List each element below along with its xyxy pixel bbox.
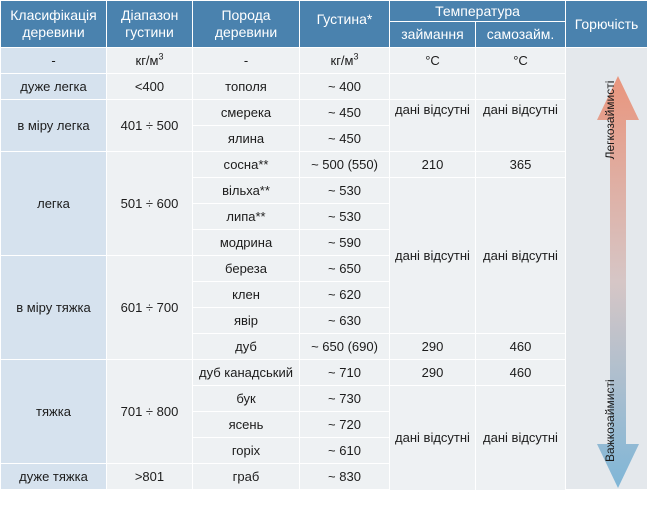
units-row: - кг/м3 - кг/м3 °C °C (0, 47, 647, 490)
table-row: клен ~ 620 (1, 281, 647, 308)
unit-density: кг/м3 (299, 47, 390, 74)
class-range: 601 ÷ 700 (106, 255, 193, 360)
species-density: ~ 650 (690) (299, 333, 390, 360)
class-range: 401 ÷ 500 (106, 99, 193, 152)
self-ignition-temp: дані відсутні (474, 177, 567, 334)
self-ignition-temp: 460 (474, 359, 567, 386)
species-density: ~ 830 (299, 463, 390, 490)
table-row: дуже тяжка >801 граб ~ 830 (0, 463, 647, 490)
species-density: ~ 730 (299, 385, 390, 412)
table-row: тяжка 701 ÷ 800 дуб канадський ~ 710 290… (0, 359, 647, 464)
unit-species: - (192, 47, 300, 74)
table-row: дуб ~ 650 (690) 290 460 (1, 333, 647, 360)
species-name: граб (192, 463, 300, 490)
table-row: легка 501 ÷ 600 сосна** ~ 500 (550) 210 … (0, 151, 647, 256)
species-density: ~ 630 (299, 307, 390, 334)
table-row: явір ~ 630 (1, 307, 647, 334)
class-range: 501 ÷ 600 (106, 151, 193, 256)
ignition-temp: 290 (389, 359, 476, 386)
species-density: ~ 450 (299, 125, 390, 152)
ignition-temp: 290 (389, 333, 476, 360)
wood-density-table: Класифікація деревини Діапазон густини П… (0, 0, 647, 490)
class-name: в міру тяжка (0, 255, 107, 360)
header-density-range: Діапазон густини (106, 0, 193, 48)
species-name: сосна** (192, 151, 300, 178)
species-name: дуб (192, 333, 300, 360)
species-density: ~ 530 (299, 203, 390, 230)
header-row-1: Класифікація деревини Діапазон густини П… (0, 0, 647, 48)
header-row-2: займання самозайм. (1, 21, 647, 48)
species-density: ~ 400 (299, 73, 390, 100)
table-row: в міру тяжка 601 ÷ 700 береза ~ 650 (0, 255, 647, 360)
species-name: горіх (192, 437, 300, 464)
class-name: в міру легка (0, 99, 107, 152)
species-density: ~ 610 (299, 437, 390, 464)
class-name: дуже тяжка (0, 463, 107, 490)
table-row: ялина ~ 450 (1, 125, 647, 152)
ignition-temp: дані відсутні (389, 99, 476, 152)
self-ignition-temp: 460 (474, 333, 567, 360)
class-name: тяжка (0, 359, 107, 464)
self-ignition-temp: 365 (474, 151, 567, 178)
flammability-hard-label: Важкозаймисті (603, 379, 617, 462)
ignition-temp: 210 (389, 151, 476, 178)
species-density: ~ 620 (299, 281, 390, 308)
header-ignition: займання (389, 21, 476, 48)
species-density: ~ 710 (299, 359, 390, 386)
header-density: Густина* (299, 0, 390, 48)
table-row: липа** ~ 530 (1, 203, 647, 230)
species-name: смерека (192, 99, 300, 126)
species-name: ялина (192, 125, 300, 152)
species-density: ~ 590 (299, 229, 390, 256)
species-name: клен (192, 281, 300, 308)
ignition-temp (389, 73, 476, 100)
species-density: ~ 530 (299, 177, 390, 204)
class-name: легка (0, 151, 107, 256)
table-row: в міру легка 401 ÷ 500 смерека ~ 450 дан… (0, 99, 647, 152)
species-name: модрина (192, 229, 300, 256)
table-row: вільха** ~ 530 дані відсутні дані відсут… (1, 177, 647, 334)
class-range: 701 ÷ 800 (106, 359, 193, 464)
species-density: ~ 650 (299, 255, 390, 282)
header-self-ignition: самозайм. (474, 21, 567, 48)
header-flammability: Горючість (565, 0, 647, 48)
species-name: тополя (192, 73, 300, 100)
flammability-easy-label: Легкозаймисті (603, 80, 617, 160)
species-name: вільха** (192, 177, 300, 204)
unit-self-ignition: °C (474, 47, 567, 74)
unit-classification: - (0, 47, 107, 74)
unit-ignition: °C (389, 47, 476, 74)
species-density: ~ 450 (299, 99, 390, 126)
self-ignition-temp: дані відсутні (474, 99, 567, 152)
table-row: бук ~ 730 дані відсутні дані відсутні (1, 385, 647, 490)
table-row: модрина ~ 590 (1, 229, 647, 256)
flammability-column (565, 47, 647, 490)
unit-density-range: кг/м3 (106, 47, 193, 74)
header-temperature: Температура (388, 0, 567, 22)
class-range: >801 (106, 463, 193, 490)
table-row: ясень ~ 720 (1, 411, 647, 438)
species-density: ~ 720 (299, 411, 390, 438)
species-name: береза (192, 255, 300, 282)
table-row: дуже легка <400 тополя ~ 400 (0, 73, 647, 100)
species-name: бук (192, 385, 300, 412)
ignition-temp: дані відсутні (389, 177, 476, 334)
ignition-temp: дані відсутні (389, 385, 476, 490)
class-range: <400 (106, 73, 193, 100)
header-species: Порода деревини (192, 0, 300, 48)
species-name: липа** (192, 203, 300, 230)
class-name: дуже легка (0, 73, 107, 100)
species-name: ясень (192, 411, 300, 438)
species-density: ~ 500 (550) (299, 151, 390, 178)
header-classification: Класифікація деревини (0, 0, 107, 48)
species-name: дуб канадський (192, 359, 300, 386)
species-name: явір (192, 307, 300, 334)
self-ignition-temp: дані відсутні (474, 385, 567, 490)
flammability-arrow-icon (597, 76, 639, 488)
self-ignition-temp (474, 73, 567, 100)
